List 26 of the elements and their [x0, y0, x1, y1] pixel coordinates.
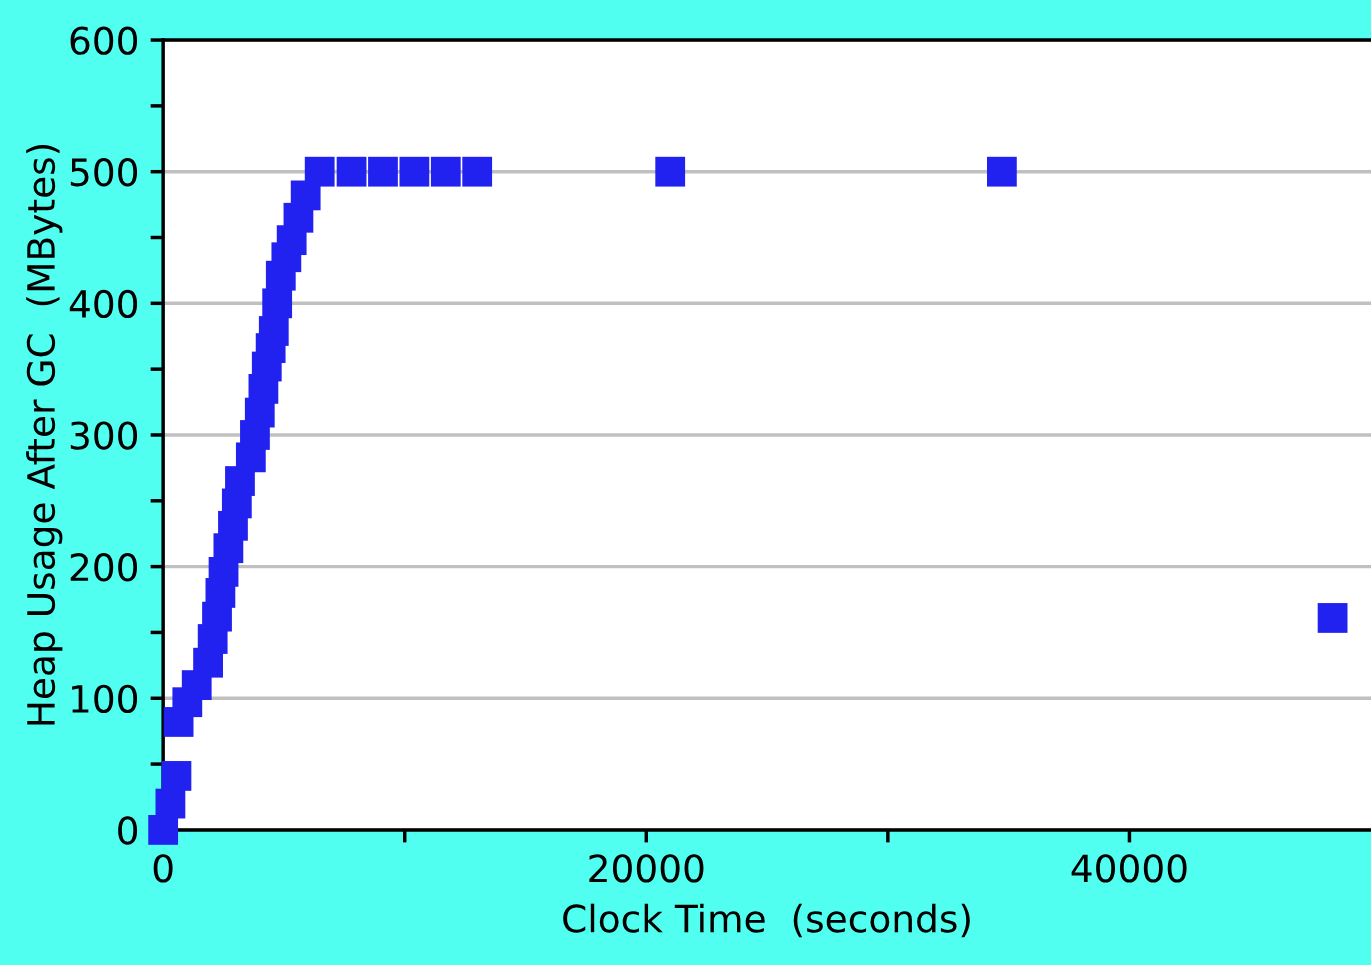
x-tick-label: 40000 [1071, 854, 1187, 883]
point [148, 815, 179, 845]
point [155, 788, 186, 819]
x-tick-label: 20000 [589, 854, 704, 883]
y-tick-label: 100 [72, 684, 138, 714]
y-tick-label: 400 [69, 289, 138, 319]
y-tick-label: 600 [70, 26, 138, 55]
point [336, 156, 367, 187]
point [430, 156, 461, 187]
point [655, 156, 686, 187]
point [1317, 603, 1348, 633]
y-axis-title: Heap Usage After GC (MBytes) [26, 144, 63, 725]
point [462, 156, 493, 187]
point [399, 156, 430, 187]
point [986, 156, 1017, 187]
point [304, 156, 335, 187]
x-axis-title: Clock Time (seconds) [563, 903, 970, 938]
y-tick-label: 500 [70, 158, 138, 187]
point [262, 288, 293, 319]
point [258, 316, 289, 346]
y-tick-label: 0 [118, 816, 138, 845]
point [368, 156, 398, 187]
y-tick-label: 200 [70, 553, 138, 582]
x-tick-label: 0 [153, 854, 173, 883]
y-tick-label: 300 [70, 421, 138, 450]
point [161, 761, 192, 791]
